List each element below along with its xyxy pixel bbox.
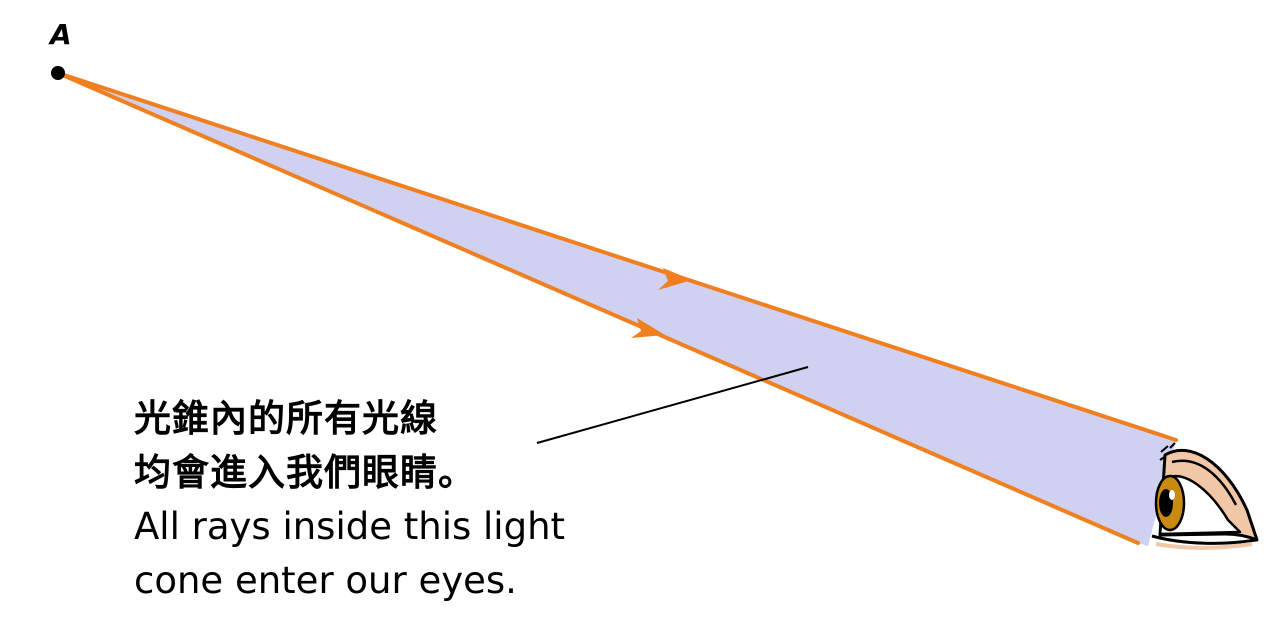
caption-line-2: 均會進入我們眼睛。 (134, 451, 476, 494)
point-a-dot (51, 66, 65, 80)
light-cone (58, 73, 1176, 546)
upper-light-ray (56, 71, 1178, 442)
point-a-label: A (50, 18, 72, 51)
eye-icon (1151, 442, 1259, 550)
upper-ray-arrowhead (658, 268, 692, 290)
caption-text: 光錐內的所有光線 均會進入我們眼睛。 All rays inside this … (134, 392, 565, 608)
lower-light-ray (56, 71, 1140, 545)
caption-line-4: cone enter our eyes. (134, 559, 517, 602)
caption-pointer-line (536, 366, 809, 444)
caption-line-1: 光錐內的所有光線 (134, 397, 438, 440)
caption-line-3: All rays inside this light (134, 505, 566, 548)
lower-ray-arrowhead (631, 318, 665, 338)
